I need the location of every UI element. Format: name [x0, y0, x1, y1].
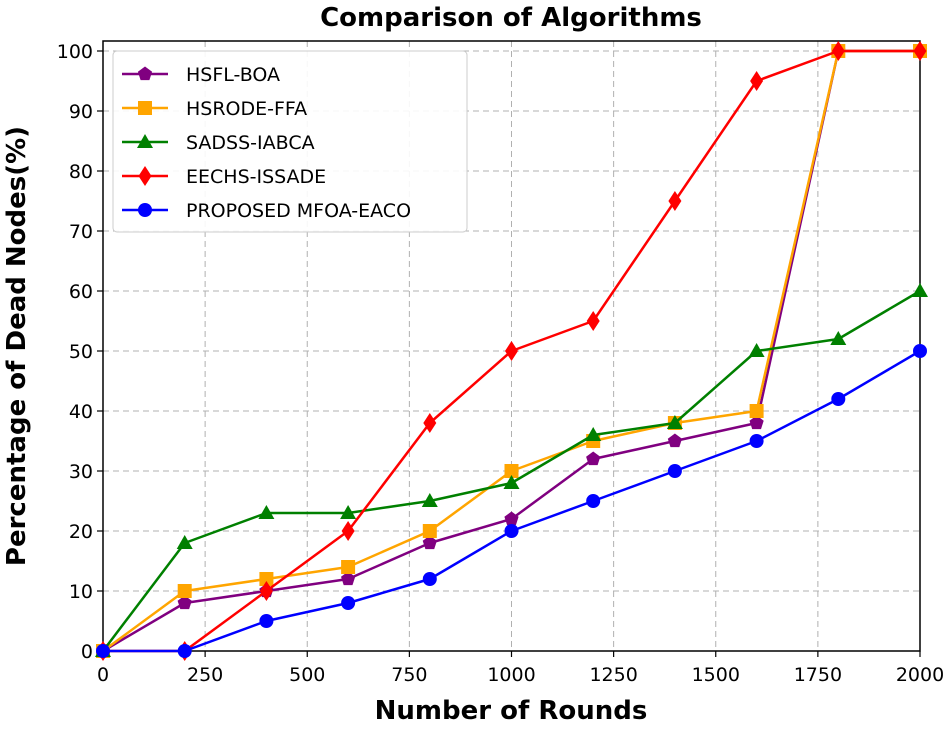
data-point — [259, 581, 273, 601]
legend: HSFL-BOA HSRODE-FFA SADSS-IABCA EECHS-ISSAD… — [112, 50, 468, 233]
x-tick-label: 0 — [97, 664, 109, 686]
data-point — [668, 191, 682, 211]
y-tick-label: 60 — [69, 281, 93, 303]
data-point — [422, 535, 437, 550]
x-tick-label: 2000 — [896, 664, 944, 686]
series-group — [95, 41, 928, 661]
data-point — [750, 71, 764, 91]
data-point — [504, 524, 519, 538]
data-point — [667, 464, 682, 478]
data-point — [341, 521, 355, 541]
legend-marker — [138, 101, 152, 115]
series-proposed-mfoa-eaco — [96, 344, 927, 658]
data-point — [423, 413, 437, 433]
y-tick-label: 0 — [81, 641, 93, 663]
y-tick-label: 70 — [69, 221, 93, 243]
data-point — [177, 584, 192, 598]
x-tick-label: 1000 — [487, 664, 535, 686]
y-tick-label: 100 — [57, 41, 93, 63]
data-point — [831, 41, 845, 61]
data-point — [259, 572, 274, 586]
data-point — [422, 524, 437, 538]
data-point — [505, 341, 518, 361]
x-tick-label: 1500 — [692, 664, 740, 686]
data-point — [830, 331, 847, 345]
legend-label: HSFL-BOA — [186, 64, 280, 86]
data-point — [341, 560, 356, 574]
data-point — [586, 451, 601, 466]
x-tick-label: 750 — [391, 664, 427, 686]
data-point — [259, 614, 274, 628]
data-point — [913, 344, 927, 358]
data-point — [177, 644, 192, 658]
x-tick-label: 500 — [289, 664, 325, 686]
data-point — [96, 644, 110, 658]
data-point — [913, 41, 927, 61]
data-point — [421, 493, 438, 507]
y-tick-label: 10 — [69, 581, 93, 603]
data-point — [586, 494, 601, 508]
legend-marker — [138, 203, 152, 217]
x-axis-label: Number of Rounds — [375, 696, 648, 725]
axis-ticks: 0 250 500 750 1000 1250 1500 1750 2000 0 10 20 30 40 5… — [57, 41, 944, 686]
legend-marker — [137, 66, 153, 81]
data-point — [422, 572, 437, 586]
x-tick-label: 1750 — [794, 664, 842, 686]
data-point — [666, 415, 683, 429]
data-point — [748, 343, 765, 357]
data-point — [340, 505, 357, 519]
legend-label: PROPOSED MFOA-EACO — [186, 200, 411, 222]
y-tick-label: 50 — [69, 341, 93, 363]
legend-label: SADSS-IABCA — [186, 132, 315, 154]
data-point — [504, 511, 519, 526]
y-tick-label: 20 — [69, 521, 93, 543]
legend-box — [112, 50, 468, 233]
x-tick-label: 250 — [187, 664, 223, 686]
chart-title: Comparison of Algorithms — [320, 3, 702, 33]
data-point — [585, 427, 602, 441]
legend-label: HSRODE-FFA — [186, 98, 307, 120]
y-tick-label: 40 — [69, 401, 93, 423]
y-tick-label: 90 — [69, 101, 93, 123]
data-point — [504, 464, 519, 478]
data-point — [749, 434, 764, 448]
y-axis-label: Percentage of Dead Nodes(%) — [2, 126, 32, 566]
data-point — [749, 404, 764, 418]
data-point — [912, 283, 928, 297]
legend-marker — [138, 166, 152, 186]
data-point — [258, 505, 275, 519]
data-point — [503, 475, 520, 489]
data-point — [749, 415, 764, 430]
data-point — [586, 311, 600, 331]
legend-label: EECHS-ISSADE — [186, 166, 326, 188]
x-tick-label: 1250 — [589, 664, 637, 686]
y-tick-label: 30 — [69, 461, 93, 483]
data-point — [341, 571, 356, 586]
data-point — [341, 596, 356, 610]
legend-marker — [137, 134, 153, 148]
data-point — [176, 535, 193, 549]
data-point — [667, 433, 682, 448]
y-tick-label: 80 — [69, 161, 93, 183]
data-point — [831, 392, 846, 406]
data-point — [177, 595, 192, 610]
